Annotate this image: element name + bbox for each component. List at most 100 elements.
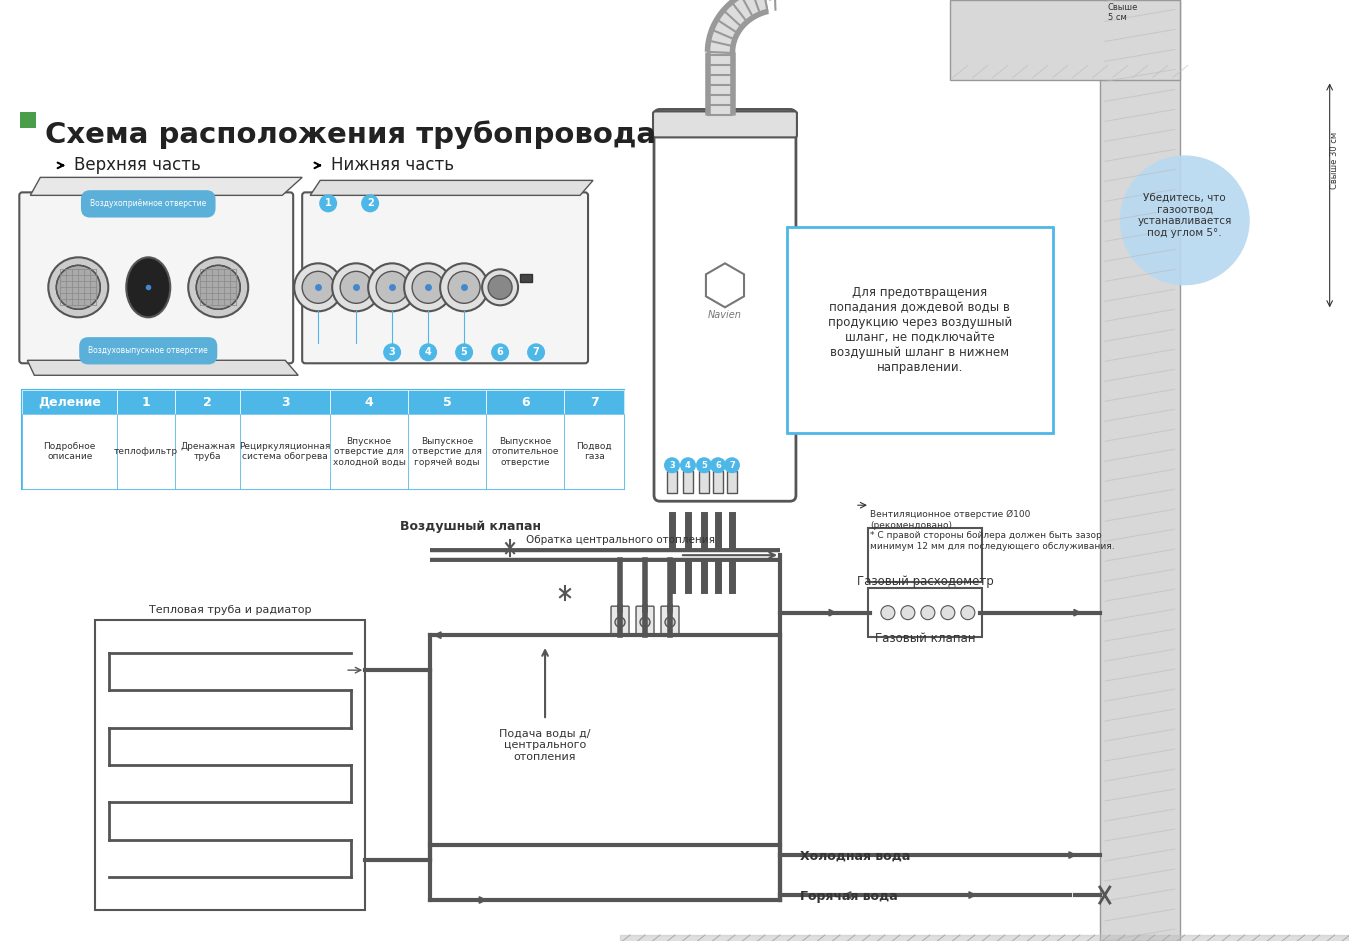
FancyBboxPatch shape xyxy=(786,228,1052,433)
Circle shape xyxy=(901,606,915,620)
Text: Подвод
газа: Подвод газа xyxy=(576,442,612,461)
Circle shape xyxy=(420,343,437,361)
Circle shape xyxy=(724,457,741,473)
Circle shape xyxy=(383,343,401,361)
Text: Верхняя часть: Верхняя часть xyxy=(74,156,201,174)
Bar xyxy=(331,391,409,414)
Text: 5: 5 xyxy=(701,461,707,470)
Circle shape xyxy=(881,606,894,620)
Bar xyxy=(117,391,175,414)
Circle shape xyxy=(332,263,380,311)
Bar xyxy=(564,391,625,414)
Text: 3: 3 xyxy=(281,396,290,408)
Circle shape xyxy=(665,617,674,627)
Text: 4: 4 xyxy=(364,396,374,408)
Text: Нижняя часть: Нижняя часть xyxy=(331,156,455,174)
Circle shape xyxy=(413,271,444,303)
Circle shape xyxy=(639,617,650,627)
FancyBboxPatch shape xyxy=(661,606,679,636)
Text: Воздухоприёмное отверстие: Воздухоприёмное отверстие xyxy=(90,199,206,208)
Circle shape xyxy=(680,457,696,473)
Bar xyxy=(23,391,625,489)
Text: теплофильтр: теплофильтр xyxy=(115,447,178,456)
Text: Воздушный клапан: Воздушный клапан xyxy=(399,520,541,534)
FancyBboxPatch shape xyxy=(611,606,629,636)
Circle shape xyxy=(294,263,343,311)
Circle shape xyxy=(710,457,726,473)
FancyBboxPatch shape xyxy=(653,111,797,137)
Text: Схема расположения трубопровода: Схема расположения трубопровода xyxy=(46,120,657,149)
Circle shape xyxy=(196,265,240,310)
Bar xyxy=(331,414,409,489)
Text: Свыше
5 см: Свыше 5 см xyxy=(1108,3,1139,23)
Text: 6: 6 xyxy=(521,396,529,408)
FancyBboxPatch shape xyxy=(867,528,982,582)
Circle shape xyxy=(362,195,379,213)
Text: Газовый клапан: Газовый клапан xyxy=(874,632,975,646)
Text: 1: 1 xyxy=(325,199,332,208)
Text: Выпускное
отопительное
отверстие: Выпускное отопительное отверстие xyxy=(491,437,558,467)
FancyBboxPatch shape xyxy=(19,192,293,363)
Bar xyxy=(727,471,737,493)
FancyBboxPatch shape xyxy=(20,112,36,128)
Bar xyxy=(409,391,486,414)
Text: Впускное
отверстие для
холодной воды: Впускное отверстие для холодной воды xyxy=(333,437,406,467)
Circle shape xyxy=(527,343,545,361)
Circle shape xyxy=(488,276,513,299)
Text: 5: 5 xyxy=(442,396,452,408)
Polygon shape xyxy=(310,181,594,196)
Circle shape xyxy=(49,257,108,317)
Text: Свыше 30 см: Свыше 30 см xyxy=(1330,132,1340,189)
Polygon shape xyxy=(30,177,302,196)
Text: 4: 4 xyxy=(685,461,691,470)
Circle shape xyxy=(340,271,372,303)
Circle shape xyxy=(440,263,488,311)
Bar xyxy=(521,275,532,282)
FancyBboxPatch shape xyxy=(302,192,588,363)
Bar xyxy=(117,414,175,489)
Circle shape xyxy=(189,257,248,317)
Text: Тепловая труба и радиатор: Тепловая труба и радиатор xyxy=(148,605,312,615)
Circle shape xyxy=(491,343,509,361)
FancyBboxPatch shape xyxy=(867,588,982,637)
Circle shape xyxy=(615,617,625,627)
Text: 1: 1 xyxy=(142,396,151,408)
Circle shape xyxy=(482,269,518,305)
Circle shape xyxy=(921,606,935,620)
Text: Подача воды д/
центрального
отопления: Подача воды д/ центрального отопления xyxy=(499,728,591,761)
Bar xyxy=(699,471,710,493)
Text: Navien: Navien xyxy=(708,311,742,320)
Text: Рециркуляционная
система обогрева: Рециркуляционная система обогрева xyxy=(240,442,331,461)
Circle shape xyxy=(940,606,955,620)
Circle shape xyxy=(664,457,680,473)
Text: Газовый расходометр: Газовый расходометр xyxy=(857,575,993,588)
Bar xyxy=(486,391,564,414)
Text: 3: 3 xyxy=(389,347,395,358)
Text: Выпускное
отверстие для
горячей воды: Выпускное отверстие для горячей воды xyxy=(413,437,482,467)
Text: Подробное
описание: Подробное описание xyxy=(43,442,96,461)
Text: Дренажная
труба: Дренажная труба xyxy=(181,442,235,461)
Circle shape xyxy=(405,263,452,311)
Bar xyxy=(666,471,677,493)
Circle shape xyxy=(696,457,712,473)
Text: 6: 6 xyxy=(715,461,720,470)
Bar xyxy=(175,414,240,489)
Text: Холодная вода: Холодная вода xyxy=(800,850,911,863)
Text: 2: 2 xyxy=(367,199,374,208)
Text: 5: 5 xyxy=(461,347,468,358)
Circle shape xyxy=(302,271,335,303)
Text: 7: 7 xyxy=(533,347,540,358)
Circle shape xyxy=(1120,155,1249,285)
Circle shape xyxy=(57,265,100,310)
Circle shape xyxy=(376,271,409,303)
Bar xyxy=(240,391,331,414)
FancyBboxPatch shape xyxy=(654,109,796,502)
Text: 7: 7 xyxy=(590,396,599,408)
Circle shape xyxy=(368,263,415,311)
Text: 4: 4 xyxy=(425,347,432,358)
Bar xyxy=(950,0,1180,80)
Text: Убедитесь, что
газоотвод
устанавливается
под углом 5°.: Убедитесь, что газоотвод устанавливается… xyxy=(1137,193,1232,238)
Bar xyxy=(1099,0,1180,941)
FancyBboxPatch shape xyxy=(635,606,654,636)
Text: 2: 2 xyxy=(204,396,212,408)
